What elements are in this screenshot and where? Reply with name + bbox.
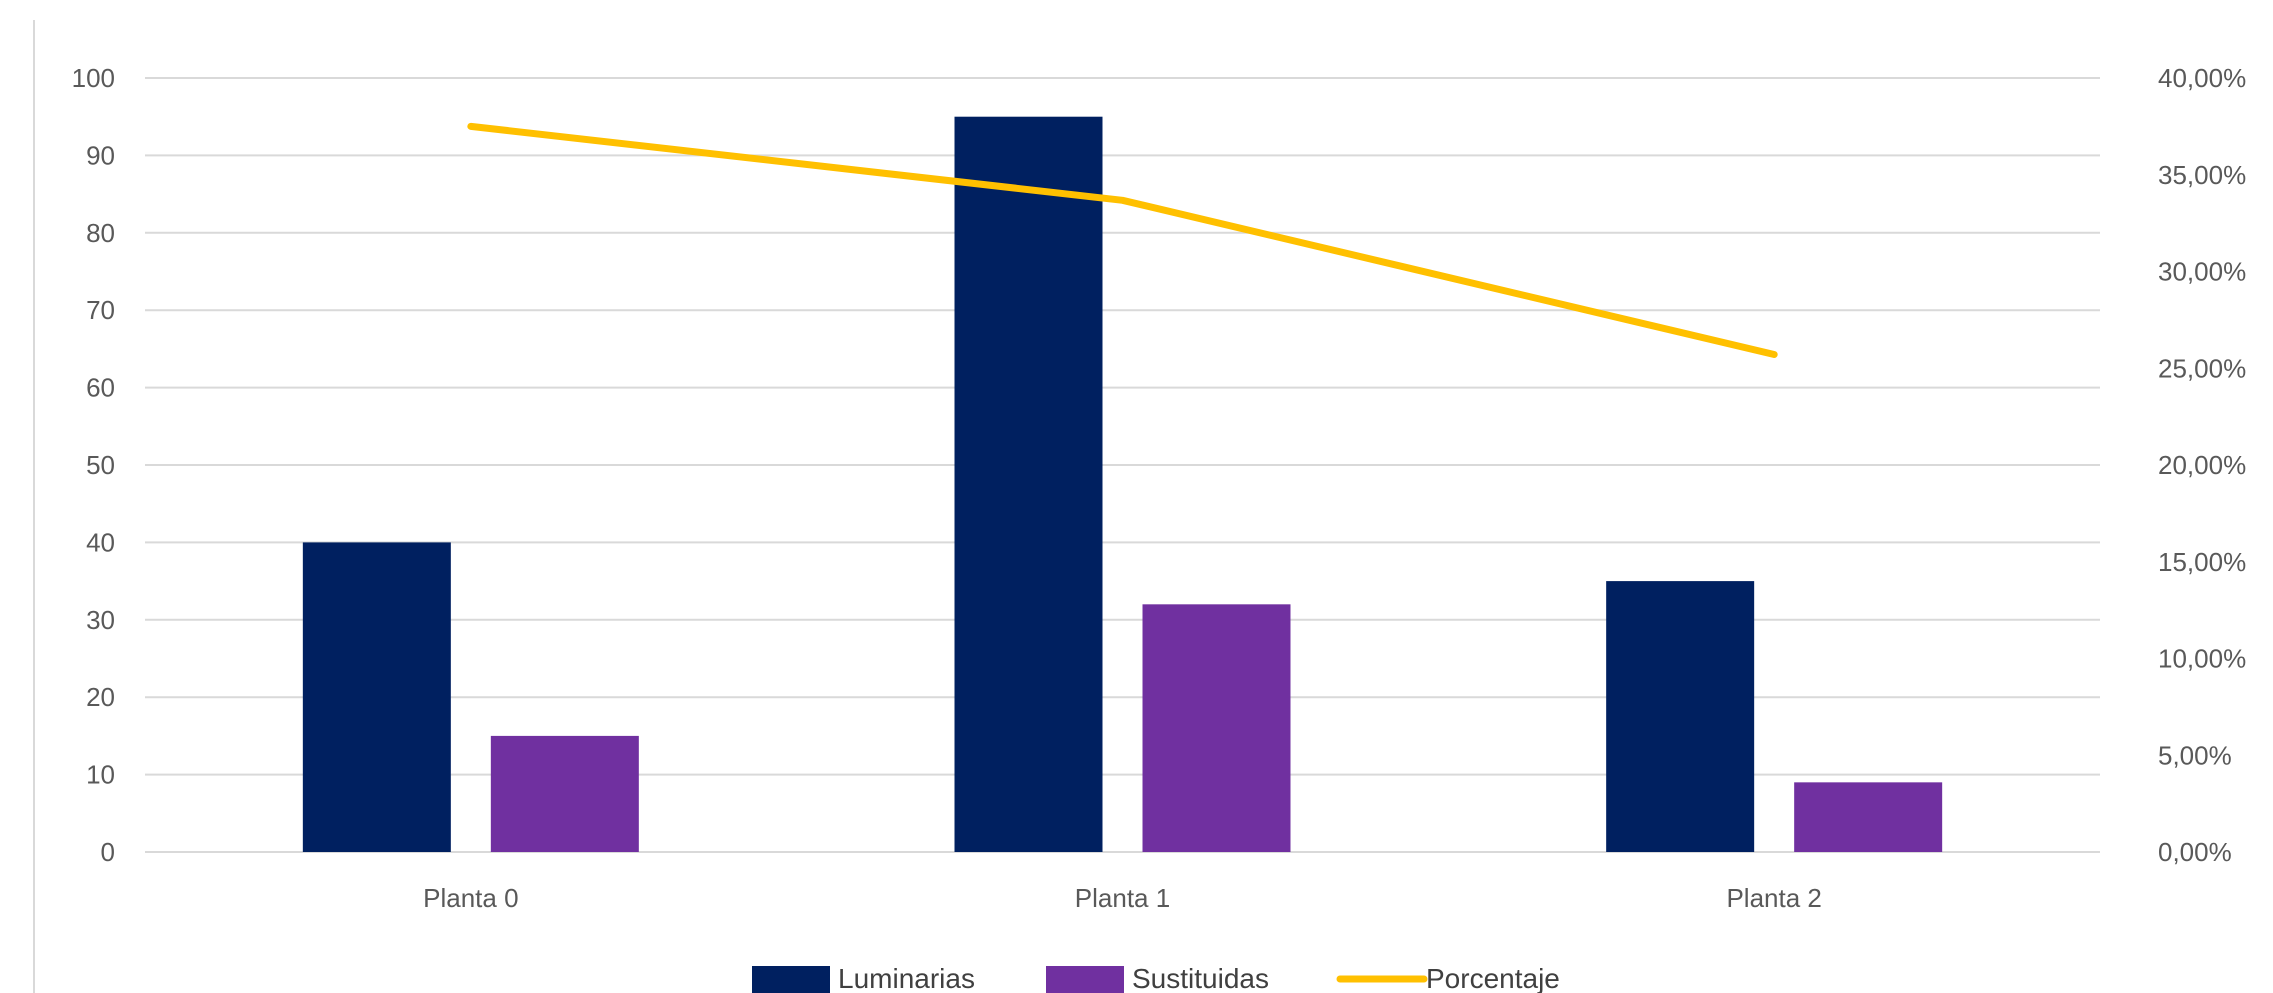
y-tick-label: 50 bbox=[86, 450, 115, 480]
y-tick-label: 60 bbox=[86, 373, 115, 403]
line-porcentaje bbox=[467, 122, 1778, 359]
bar-luminarias bbox=[1606, 581, 1755, 852]
y2-tick-label: 5,00% bbox=[2158, 740, 2232, 770]
y-tick-label: 30 bbox=[86, 605, 115, 635]
bar-sustituidas bbox=[1142, 604, 1291, 852]
y-axis-right: 0,00% 5,00% 10,00% 15,00% 20,00% 25,00% 30,00%… bbox=[2158, 63, 2246, 867]
y2-tick-label: 20,00% bbox=[2158, 450, 2246, 480]
y-axis-left: 0 10 20 30 40 50 60 70 80 90 100 bbox=[72, 63, 115, 867]
legend-swatch-sustituidas bbox=[1046, 966, 1124, 993]
y-tick-label: 70 bbox=[86, 295, 115, 325]
x-tick-label: Planta 1 bbox=[1075, 883, 1170, 913]
y2-tick-label: 15,00% bbox=[2158, 547, 2246, 577]
y-tick-label: 90 bbox=[86, 140, 115, 170]
y-tick-label: 40 bbox=[86, 527, 115, 557]
legend-label-luminarias: Luminarias bbox=[838, 963, 975, 993]
bar-luminarias bbox=[302, 542, 451, 852]
legend-label-porcentaje: Porcentaje bbox=[1426, 963, 1560, 993]
x-tick-label: Planta 2 bbox=[1726, 883, 1821, 913]
legend-swatch-luminarias bbox=[752, 966, 830, 993]
y2-tick-label: 30,00% bbox=[2158, 257, 2246, 287]
y-tick-label: 100 bbox=[72, 63, 115, 93]
y2-tick-label: 0,00% bbox=[2158, 837, 2232, 867]
bar-luminarias bbox=[954, 116, 1103, 852]
y2-tick-label: 10,00% bbox=[2158, 644, 2246, 674]
percentage-line bbox=[467, 122, 1778, 359]
y-tick-label: 20 bbox=[86, 682, 115, 712]
legend: Luminarias Sustituidas Porcentaje bbox=[752, 963, 1560, 993]
gridlines bbox=[145, 77, 2100, 853]
x-axis: Planta 0 Planta 1 Planta 2 bbox=[423, 883, 1822, 913]
y2-tick-label: 40,00% bbox=[2158, 63, 2246, 93]
y-tick-label: 0 bbox=[101, 837, 115, 867]
bar-sustituidas bbox=[1794, 782, 1943, 852]
x-tick-label: Planta 0 bbox=[423, 883, 518, 913]
y-tick-label: 80 bbox=[86, 218, 115, 248]
bars bbox=[302, 116, 1943, 852]
bar-sustituidas bbox=[490, 735, 639, 852]
y2-tick-label: 25,00% bbox=[2158, 353, 2246, 383]
y2-tick-label: 35,00% bbox=[2158, 160, 2246, 190]
legend-label-sustituidas: Sustituidas bbox=[1132, 963, 1269, 993]
y-tick-label: 10 bbox=[86, 760, 115, 790]
